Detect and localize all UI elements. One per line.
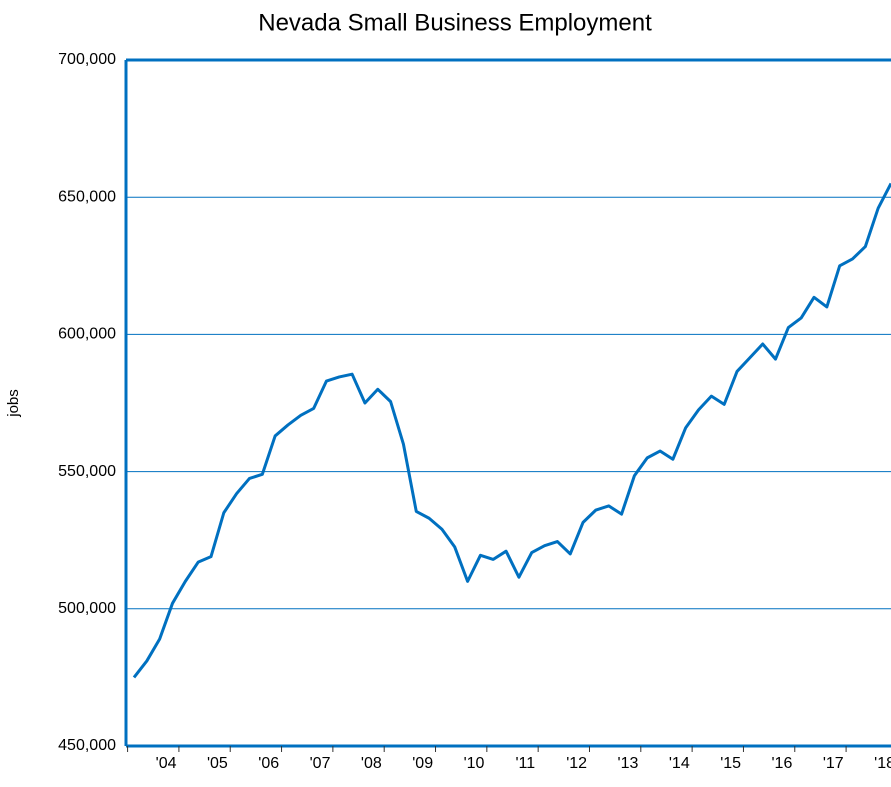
x-tick-label: '17 [823,755,844,772]
y-axis-label: jobs [5,389,22,418]
y-tick-label: 700,000 [58,51,116,68]
x-tick-label: '13 [618,755,639,772]
x-tick-label: '06 [258,755,279,772]
x-tick-label: '07 [310,755,331,772]
x-tick-label: '04 [156,755,177,772]
x-tick-label: '16 [772,755,793,772]
y-tick-label: 450,000 [58,737,116,754]
y-tick-label: 500,000 [58,600,116,617]
x-tick-label: '05 [207,755,228,772]
x-tick-label: '11 [515,755,535,772]
y-tick-label: 600,000 [58,326,116,343]
x-tick-label: '10 [464,755,485,772]
x-tick-label: '14 [669,755,690,772]
y-tick-label: 650,000 [58,188,116,205]
x-tick-label: '08 [361,755,382,772]
x-tick-label: '09 [412,755,433,772]
x-tick-label: '15 [720,755,741,772]
x-tick-label: '12 [566,755,587,772]
x-tick-label: '18 [874,755,891,772]
chart-title: Nevada Small Business Employment [258,9,652,36]
data-line [132,182,891,679]
y-tick-label: 550,000 [58,463,116,480]
